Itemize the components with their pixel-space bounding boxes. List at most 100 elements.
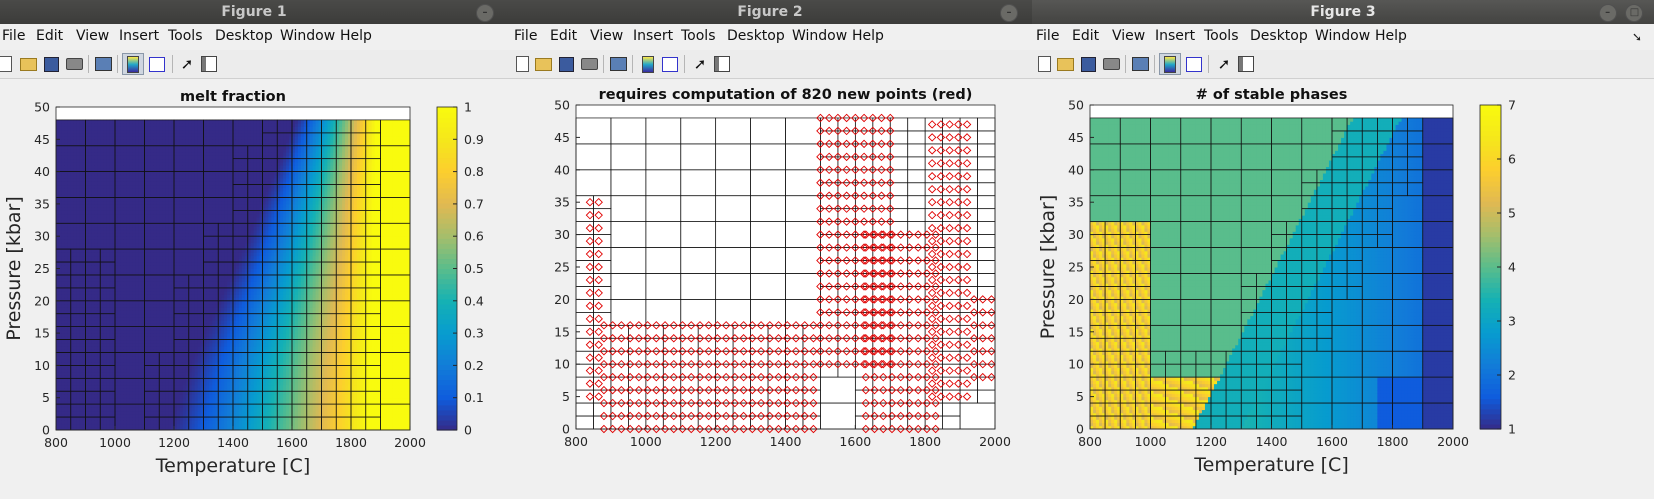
- melt-fraction-plot[interactable]: 800 1000 1200 1400 1600 1800 20000510152025303…: [0, 79, 508, 499]
- melt-fraction-cell: [58, 355, 63, 360]
- melt-fraction-cell: [70, 181, 75, 186]
- melt-fraction-cell: [147, 423, 151, 428]
- melt-fraction-cell: [76, 287, 81, 292]
- melt-fraction-cell: [97, 287, 101, 292]
- melt-fraction-cell: [103, 207, 107, 211]
- melt-fraction-cell: [147, 310, 151, 315]
- melt-fraction-cell: [88, 417, 92, 421]
- open-folder-icon[interactable]: [17, 53, 39, 75]
- melt-fraction-cell: [123, 268, 128, 273]
- melt-fraction-cell: [147, 126, 151, 131]
- melt-fraction-cell: [100, 168, 104, 173]
- melt-fraction-cell: [94, 119, 98, 124]
- melt-fraction-cell: [100, 152, 104, 156]
- melt-fraction-cell: [179, 126, 184, 131]
- melt-fraction-cell: [191, 417, 196, 421]
- melt-fraction-cell: [56, 158, 60, 163]
- menu-tools[interactable]: Tools: [168, 28, 203, 44]
- melt-fraction-cell: [203, 142, 207, 147]
- menu-window[interactable]: Window: [280, 28, 335, 44]
- property-inspector-icon[interactable]: [198, 53, 220, 75]
- melt-fraction-cell: [182, 365, 187, 370]
- melt-fraction-cell: [115, 258, 119, 263]
- melt-fraction-cell: [200, 223, 204, 228]
- melt-fraction-cell: [144, 262, 148, 266]
- melt-fraction-cell: [115, 126, 119, 131]
- menu-desktop[interactable]: Desktop: [215, 28, 273, 44]
- melt-fraction-cell: [176, 313, 181, 318]
- melt-fraction-cell: [70, 397, 75, 402]
- save-icon[interactable]: [40, 53, 62, 75]
- melt-fraction-cell: [100, 216, 104, 221]
- melt-fraction-cell: [135, 407, 140, 412]
- new-file-icon[interactable]: [0, 53, 16, 75]
- melt-fraction-cell: [129, 274, 134, 279]
- melt-fraction-cell: [135, 152, 140, 156]
- melt-fraction-cell: [200, 216, 204, 221]
- melt-fraction-cell: [150, 423, 154, 428]
- figure-1-titlebar[interactable]: Figure 1 – □: [0, 0, 508, 46]
- melt-fraction-cell: [88, 300, 92, 305]
- melt-fraction-cell: [100, 197, 104, 202]
- melt-fraction-cell: [106, 249, 110, 253]
- melt-fraction-cell: [194, 136, 199, 140]
- melt-fraction-cell: [188, 178, 193, 182]
- melt-fraction-cell: [56, 333, 60, 337]
- melt-fraction-cell: [109, 155, 113, 160]
- insert-colorbar-icon[interactable]: [122, 53, 144, 75]
- melt-fraction-cell: [147, 352, 151, 357]
- melt-fraction-cell: [109, 200, 113, 205]
- melt-fraction-cell: [182, 371, 187, 376]
- melt-fraction-cell: [171, 410, 175, 415]
- insert-legend-icon[interactable]: [146, 53, 168, 75]
- melt-fraction-cell: [129, 297, 134, 302]
- melt-fraction-cell: [91, 375, 95, 379]
- melt-fraction-cell: [185, 203, 190, 208]
- melt-fraction-cell: [100, 326, 104, 331]
- melt-fraction-cell: [203, 413, 207, 418]
- melt-fraction-cell: [94, 323, 98, 328]
- melt-fraction-cell: [106, 388, 110, 392]
- melt-fraction-cell: [165, 400, 169, 405]
- melt-fraction-cell: [88, 262, 92, 266]
- melt-fraction-cell: [76, 239, 81, 244]
- melt-fraction-cell: [182, 304, 187, 308]
- melt-fraction-cell: [171, 394, 175, 399]
- melt-fraction-cell: [135, 336, 140, 341]
- melt-fraction-cell: [94, 391, 98, 395]
- melt-fraction-cell: [153, 342, 157, 347]
- melt-fraction-cell: [191, 294, 196, 299]
- melt-fraction-cell: [97, 123, 101, 127]
- melt-fraction-cell: [79, 184, 84, 189]
- minimize-icon[interactable]: –: [476, 4, 494, 22]
- melt-fraction-cell: [200, 236, 204, 240]
- melt-fraction-cell: [194, 333, 199, 337]
- melt-fraction-cell: [112, 426, 116, 431]
- melt-fraction-cell: [162, 352, 166, 357]
- link-plot-icon[interactable]: [92, 53, 114, 75]
- melt-fraction-cell: [85, 229, 89, 234]
- pointer-icon[interactable]: ➚: [176, 53, 198, 75]
- melt-fraction-cell: [191, 136, 196, 140]
- print-icon[interactable]: [63, 53, 85, 75]
- menu-insert[interactable]: Insert: [119, 28, 159, 44]
- melt-fraction-cell: [106, 174, 110, 179]
- menu-help[interactable]: Help: [340, 28, 372, 44]
- melt-fraction-cell: [153, 216, 157, 221]
- melt-fraction-cell: [182, 358, 187, 363]
- melt-fraction-cell: [206, 349, 210, 353]
- menu-view[interactable]: View: [76, 28, 109, 44]
- melt-fraction-cell: [100, 297, 104, 302]
- melt-fraction-cell: [126, 207, 131, 211]
- menu-edit[interactable]: Edit: [36, 28, 63, 44]
- melt-fraction-cell: [188, 323, 193, 328]
- melt-fraction-cell: [82, 232, 86, 237]
- melt-fraction-cell: [79, 287, 84, 292]
- melt-fraction-cell: [182, 342, 187, 347]
- melt-fraction-cell: [206, 388, 210, 392]
- melt-fraction-cell: [176, 281, 181, 286]
- menu-file[interactable]: File: [2, 28, 25, 44]
- melt-fraction-cell: [70, 381, 75, 386]
- melt-fraction-cell: [168, 255, 172, 260]
- melt-fraction-cell: [112, 139, 116, 144]
